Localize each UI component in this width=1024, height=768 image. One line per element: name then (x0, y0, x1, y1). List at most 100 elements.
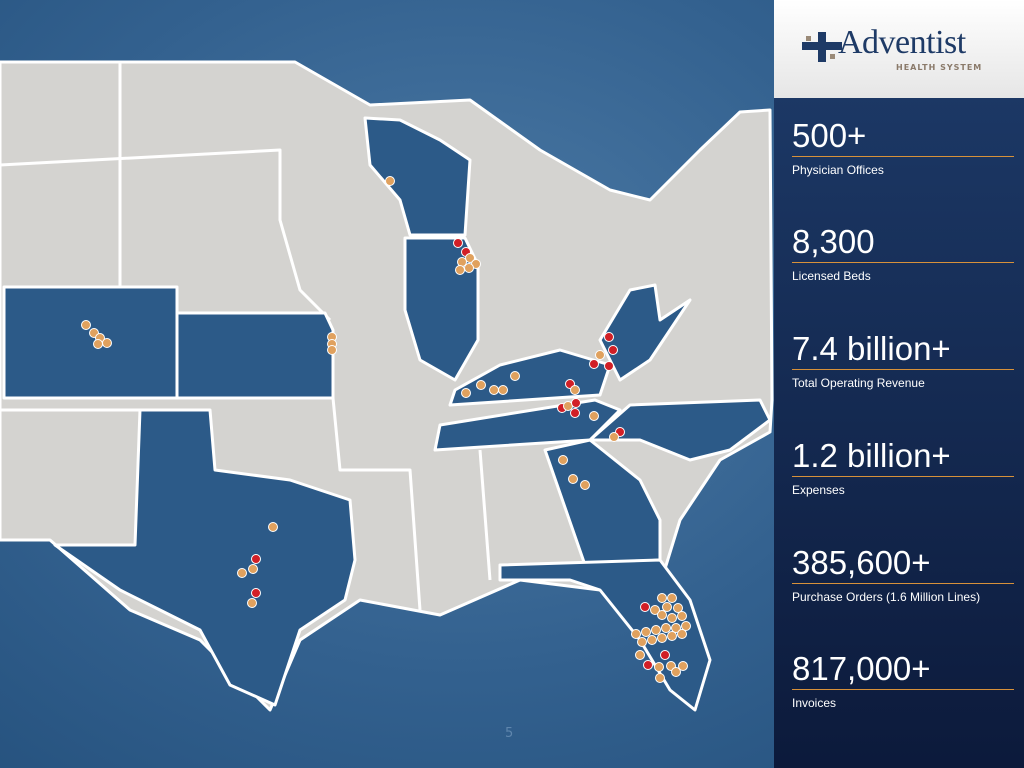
stat-line (792, 689, 1014, 690)
location-dot (647, 635, 657, 645)
state-border (0, 400, 140, 412)
location-dot (489, 385, 499, 395)
location-dot (661, 623, 671, 633)
location-dot (595, 350, 605, 360)
stat: 7.4 billion+ Total Operating Revenue (792, 331, 1014, 390)
location-dot (667, 593, 677, 603)
location-dot (268, 522, 278, 532)
location-dot (251, 588, 261, 598)
location-dot (641, 627, 651, 637)
location-dot (455, 265, 465, 275)
location-dot (568, 474, 578, 484)
state-wisconsin (363, 116, 472, 237)
stat: 8,300 Licensed Beds (792, 224, 1014, 283)
location-dot (660, 650, 670, 660)
stat-label: Expenses (792, 483, 845, 497)
location-dot (604, 332, 614, 342)
location-dot (464, 263, 474, 273)
location-dot (570, 385, 580, 395)
location-dot (657, 593, 667, 603)
stat-label: Licensed Beds (792, 269, 871, 283)
location-dot (604, 361, 614, 371)
state-texas (53, 408, 357, 707)
stat-line (792, 369, 1014, 370)
stat-line (792, 156, 1014, 157)
state-border (0, 148, 332, 322)
location-dot (102, 338, 112, 348)
location-dot (657, 633, 667, 643)
location-dot (677, 611, 687, 621)
location-dot (465, 253, 475, 263)
page-number: 5 (505, 726, 514, 741)
stat-value: 7.4 billion+ (792, 330, 951, 367)
location-dot (476, 380, 486, 390)
stat-value: 500+ (792, 117, 867, 154)
location-dot (247, 598, 257, 608)
location-dot (631, 629, 641, 639)
location-dot (667, 631, 677, 641)
stat: 385,600+ Purchase Orders (1.6 Million Lin… (792, 545, 1014, 604)
stat-value: 817,000+ (792, 650, 931, 687)
location-dot (81, 320, 91, 330)
location-dot (609, 432, 619, 442)
logo-icon (802, 32, 842, 62)
location-dot (637, 637, 647, 647)
stat-label: Purchase Orders (1.6 Million Lines) (792, 590, 981, 604)
stat-value: 385,600+ (792, 544, 931, 581)
locations (81, 176, 691, 683)
location-dot (643, 660, 653, 670)
location-dot (657, 610, 667, 620)
location-dot (251, 554, 261, 564)
location-dot (671, 667, 681, 677)
logo-tagline: HEALTH SYSTEM (896, 63, 983, 72)
location-dot (558, 455, 568, 465)
state-west-virginia (598, 283, 692, 382)
stat: 1.2 billion+ Expenses (792, 438, 1014, 497)
state-kansas (175, 311, 335, 400)
location-dot (589, 411, 599, 421)
logo-name: Adventist (838, 24, 966, 61)
stat-line (792, 262, 1014, 263)
stat-value: 1.2 billion+ (792, 437, 951, 474)
location-dot (677, 629, 687, 639)
location-dot (673, 603, 683, 613)
state-colorado (2, 285, 179, 400)
location-dot (650, 605, 660, 615)
location-dot (678, 661, 688, 671)
location-dot (671, 623, 681, 633)
stats-panel: Adventist HEALTH SYSTEM 500+ Physician Of… (774, 0, 1024, 768)
location-dot (498, 385, 508, 395)
location-dot (571, 398, 581, 408)
stat-label: Physician Offices (792, 163, 884, 177)
location-dot (654, 662, 664, 672)
location-dot (655, 673, 665, 683)
logo: Adventist HEALTH SYSTEM (774, 0, 1024, 98)
stat-label: Total Operating Revenue (792, 376, 925, 390)
location-dot (681, 621, 691, 631)
location-dot (327, 345, 337, 355)
location-dot (640, 602, 650, 612)
stat: 500+ Physician Offices (792, 118, 1014, 177)
stat: 817,000+ Invoices (792, 651, 1014, 710)
state-border (478, 449, 492, 581)
location-dot (662, 602, 672, 612)
location-dot (385, 176, 395, 186)
location-dot (667, 613, 677, 623)
location-dot (580, 480, 590, 490)
location-dot (635, 650, 645, 660)
location-dot (461, 388, 471, 398)
location-dot (453, 238, 463, 248)
location-dot (248, 564, 258, 574)
us-map (0, 60, 774, 712)
location-dot (608, 345, 618, 355)
stat-line (792, 583, 1014, 584)
state-north-carolina (588, 398, 772, 462)
stat-line (792, 476, 1014, 477)
location-dot (570, 408, 580, 418)
location-dot (510, 371, 520, 381)
stat-value: 8,300 (792, 223, 875, 260)
location-dot (93, 339, 103, 349)
stat-label: Invoices (792, 696, 837, 710)
location-dot (589, 359, 599, 369)
